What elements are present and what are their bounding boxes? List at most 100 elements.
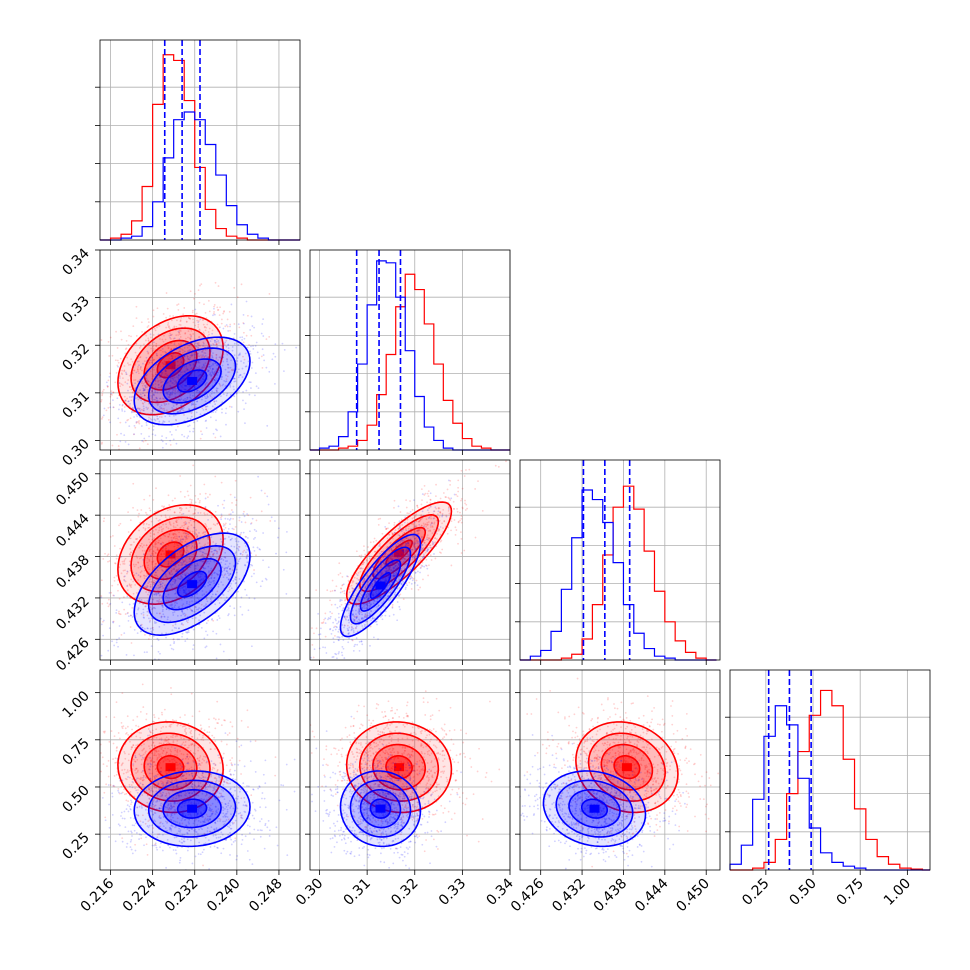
- sample-point: [170, 337, 172, 340]
- sample-point: [188, 601, 191, 603]
- sample-point: [196, 342, 199, 345]
- sample-point: [205, 591, 208, 593]
- sample-point: [215, 379, 218, 381]
- sample-point: [224, 526, 227, 529]
- sample-point: [208, 333, 210, 336]
- sample-point: [175, 325, 178, 328]
- sample-point: [172, 379, 175, 381]
- sample-point: [255, 530, 258, 533]
- sample-point: [167, 549, 170, 552]
- sample-point: [176, 552, 179, 555]
- sample-point: [100, 400, 103, 403]
- sample-point: [145, 377, 148, 380]
- sample-point: [173, 368, 176, 371]
- sample-point: [233, 395, 236, 398]
- sample-point: [180, 509, 183, 512]
- sample-point: [194, 531, 196, 534]
- sample-point: [146, 359, 149, 362]
- sample-point: [147, 593, 149, 596]
- sample-point: [198, 342, 200, 344]
- sample-point: [194, 308, 197, 311]
- sample-point: [201, 398, 203, 401]
- sample-point: [162, 527, 165, 530]
- sample-point: [197, 342, 199, 344]
- sample-point: [169, 332, 171, 335]
- sample-point: [190, 374, 192, 377]
- sample-point: [172, 337, 175, 340]
- sample-point: [207, 542, 209, 544]
- sample-point: [171, 408, 174, 411]
- sample-point: [125, 340, 128, 342]
- sample-point: [252, 546, 255, 549]
- sample-point: [177, 374, 180, 377]
- sample-point: [193, 297, 195, 300]
- sample-point: [101, 416, 104, 419]
- sample-point: [126, 571, 129, 573]
- sample-point: [194, 356, 196, 358]
- sample-point: [148, 402, 151, 405]
- sample-point: [197, 343, 200, 346]
- sample-point: [213, 373, 216, 376]
- sample-point: [197, 374, 200, 377]
- sample-point: [164, 516, 167, 519]
- sample-point: [204, 492, 207, 495]
- sample-point: [117, 445, 120, 447]
- sample-point: [242, 341, 245, 344]
- sample-point: [206, 395, 209, 398]
- sample-point: [159, 338, 161, 340]
- sample-point: [161, 585, 164, 588]
- sample-point: [188, 510, 190, 512]
- sample-point: [202, 323, 205, 326]
- sample-point: [141, 330, 143, 333]
- sample-point: [135, 413, 138, 416]
- sample-point: [220, 515, 223, 517]
- sample-point: [149, 541, 151, 544]
- panel-frame: [729, 669, 931, 871]
- sample-point: [173, 376, 176, 379]
- sample-point: [402, 598, 405, 600]
- sample-point: [244, 352, 247, 355]
- sample-point: [180, 343, 182, 346]
- sample-point: [231, 349, 234, 352]
- sample-point: [123, 579, 126, 582]
- sample-point: [145, 421, 148, 424]
- sample-point: [421, 493, 424, 495]
- sample-point: [165, 575, 168, 578]
- sample-point: [157, 584, 160, 587]
- sample-point: [170, 369, 173, 372]
- sample-point: [129, 363, 132, 366]
- sample-point: [372, 541, 375, 543]
- sample-point: [152, 359, 155, 362]
- sample-point: [189, 348, 192, 351]
- sample-point: [460, 469, 463, 472]
- sample-point: [180, 407, 182, 410]
- sample-point: [181, 563, 184, 566]
- sample-point: [198, 365, 201, 368]
- sample-point: [399, 511, 402, 513]
- sample-point: [145, 367, 148, 370]
- sample-point: [398, 520, 401, 523]
- sample-point: [165, 523, 167, 526]
- sample-point: [118, 566, 121, 569]
- sample-point: [186, 537, 189, 540]
- blue-samples: [100, 475, 288, 660]
- sample-point: [126, 585, 129, 588]
- sample-point: [203, 356, 206, 359]
- sample-point: [123, 559, 126, 562]
- sample-point: [165, 409, 168, 412]
- sample-point: [190, 402, 193, 404]
- sample-point: [227, 350, 230, 352]
- sample-point: [153, 394, 155, 397]
- sample-point: [124, 399, 127, 402]
- sample-point: [136, 380, 139, 383]
- sample-point: [235, 499, 238, 502]
- sample-point: [163, 334, 165, 337]
- sample-point: [224, 325, 227, 328]
- sample-point: [119, 563, 122, 566]
- panel-content: [310, 460, 507, 660]
- sample-point: [146, 443, 149, 446]
- sample-point: [186, 355, 189, 358]
- sample-point: [205, 408, 208, 411]
- sample-point: [141, 564, 144, 567]
- sample-point: [231, 569, 234, 572]
